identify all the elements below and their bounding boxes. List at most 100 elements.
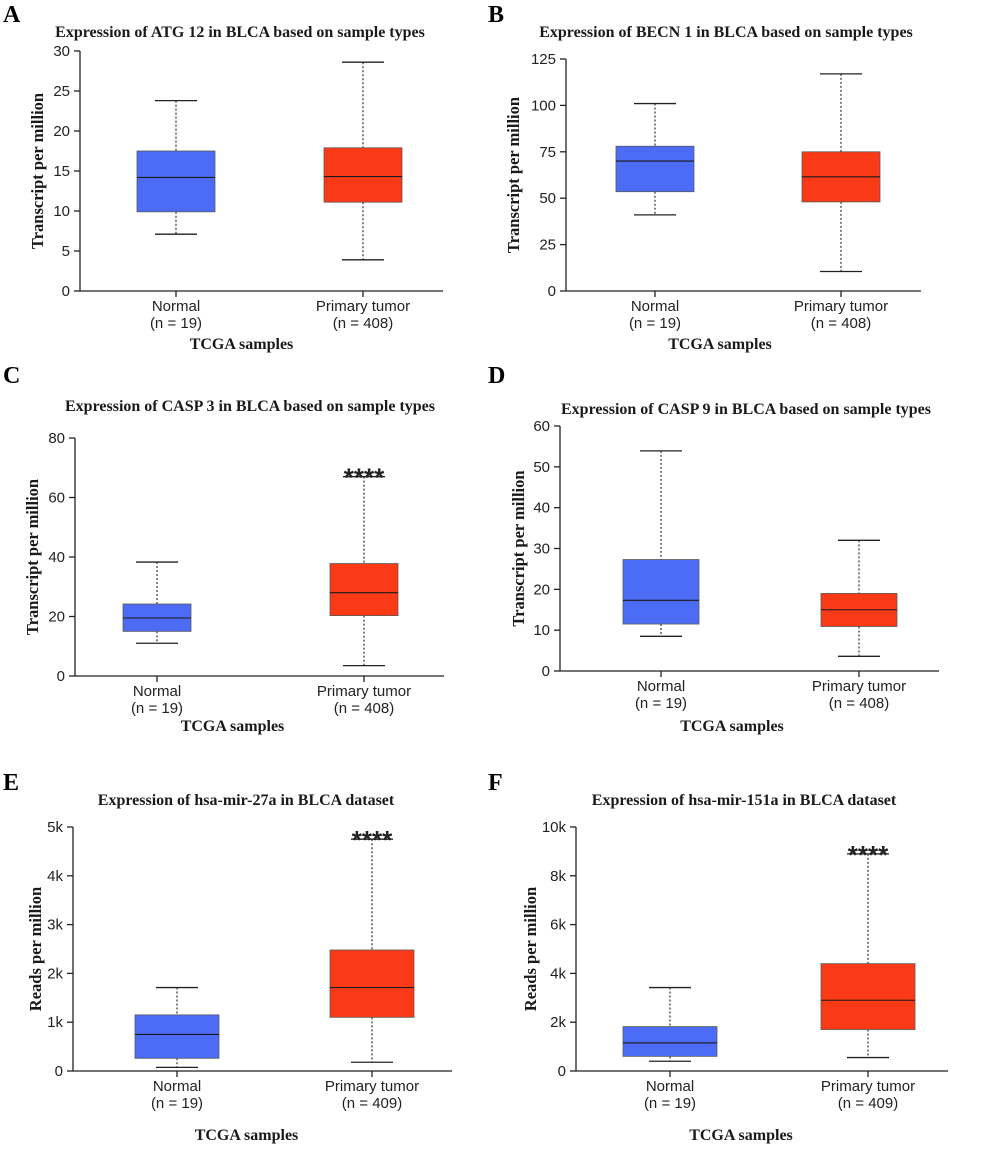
y-tick-label: 60 (48, 490, 65, 507)
category-label: Primary tumor (812, 678, 906, 695)
y-tick-label: 50 (539, 190, 556, 207)
iqr-box (622, 1026, 718, 1057)
y-tick-label: 25 (53, 83, 70, 100)
panel-letter: B (488, 2, 504, 28)
category-label: Primary tumor (325, 1078, 419, 1095)
sample-size-label: (n = 409) (342, 1095, 402, 1112)
box-primary-tumor: Primary tumor(n = 408) (316, 61, 410, 332)
panel-e: E Expression of hsa-mir-27a in BLCA datas… (3, 770, 452, 1144)
sample-size-label: (n = 408) (829, 695, 889, 712)
y-axis-label: Transcript per million (23, 479, 42, 635)
y-tick-label: 10k (542, 819, 567, 836)
y-axis-label: Reads per million (26, 887, 45, 1011)
y-tick-label: 50 (533, 459, 550, 476)
y-tick-label: 0 (558, 1063, 566, 1080)
x-axis-label: TCGA samples (181, 718, 285, 735)
sample-size-label: (n = 19) (131, 700, 183, 717)
category-label: Normal (646, 1078, 694, 1095)
y-tick-label: 125 (531, 51, 556, 68)
y-tick-label: 10 (53, 203, 70, 220)
iqr-box (134, 1014, 220, 1059)
chart-title: Expression of CASP 9 in BLCA based on sa… (561, 401, 931, 418)
significance-marker: **** (344, 463, 385, 493)
box-primary-tumor: Primary tumor(n = 408) (812, 539, 906, 712)
significance-marker: **** (848, 840, 889, 870)
sample-size-label: (n = 408) (811, 315, 871, 332)
iqr-box (329, 563, 399, 617)
y-tick-label: 1k (47, 1014, 63, 1031)
y-tick-label: 15 (53, 163, 70, 180)
y-tick-label: 60 (533, 418, 550, 435)
y-tick-label: 30 (533, 541, 550, 558)
chart-title: Expression of hsa-mir-151a in BLCA datas… (592, 792, 897, 809)
panel-a: A Expression of ATG 12 in BLCA based on s… (3, 2, 443, 353)
y-tick-label: 0 (548, 283, 556, 300)
chart-title: Expression of CASP 3 in BLCA based on sa… (65, 398, 435, 415)
sample-size-label: (n = 19) (150, 315, 202, 332)
sample-size-label: (n = 408) (333, 315, 393, 332)
x-axis-label: TCGA samples (668, 336, 772, 353)
y-tick-label: 0 (62, 283, 70, 300)
category-label: Normal (153, 1078, 201, 1095)
x-axis-label: TCGA samples (680, 718, 784, 735)
panel-letter: A (3, 2, 21, 28)
y-tick-label: 30 (53, 43, 70, 60)
y-tick-label: 100 (531, 97, 556, 114)
panel-letter: D (488, 363, 505, 389)
y-tick-label: 20 (53, 123, 70, 140)
y-tick-label: 3k (47, 917, 63, 934)
iqr-box (622, 559, 700, 625)
box-normal: Normal(n = 19) (622, 450, 700, 712)
y-tick-label: 20 (48, 609, 65, 626)
y-tick-label: 80 (48, 430, 65, 447)
panel-letter: E (3, 770, 19, 796)
sample-size-label: (n = 19) (151, 1095, 203, 1112)
y-tick-label: 0 (57, 668, 65, 685)
x-axis-label: TCGA samples (689, 1127, 793, 1144)
y-axis-label: Reads per million (521, 887, 540, 1011)
panel-b: B Expression of BECN 1 in BLCA based on s… (488, 2, 921, 353)
category-label: Normal (637, 678, 685, 695)
box-normal: Normal(n = 19) (136, 99, 216, 332)
chart-title: Expression of BECN 1 in BLCA based on sa… (539, 24, 913, 41)
box-normal: Normal(n = 19) (122, 561, 192, 717)
sample-size-label: (n = 409) (838, 1095, 898, 1112)
panel-letter: C (3, 363, 20, 389)
category-label: Normal (133, 683, 181, 700)
box-normal: Normal(n = 19) (615, 102, 695, 332)
x-axis-label: TCGA samples (195, 1127, 299, 1144)
category-label: Primary tumor (821, 1078, 915, 1095)
y-tick-label: 0 (55, 1063, 63, 1080)
category-label: Primary tumor (317, 683, 411, 700)
x-axis-label: TCGA samples (190, 336, 294, 353)
chart-title: Expression of ATG 12 in BLCA based on sa… (55, 24, 425, 41)
y-axis-label: Transcript per million (504, 97, 523, 253)
iqr-box (329, 949, 415, 1018)
y-tick-label: 2k (550, 1014, 566, 1031)
category-label: Normal (631, 298, 679, 315)
y-tick-label: 8k (550, 868, 566, 885)
iqr-box (615, 145, 695, 193)
y-tick-label: 4k (550, 965, 566, 982)
y-tick-label: 2k (47, 965, 63, 982)
box-primary-tumor: Primary tumor(n = 408) (794, 73, 888, 332)
box-normal: Normal(n = 19) (622, 986, 718, 1112)
y-tick-label: 6k (550, 917, 566, 934)
box-primary-tumor: Primary tumor(n = 408) (317, 476, 411, 717)
iqr-box (820, 963, 916, 1030)
iqr-box (323, 147, 403, 203)
panel-c: C Expression of CASP 3 in BLCA based on s… (3, 363, 444, 735)
y-axis-label: Transcript per million (28, 93, 47, 249)
y-tick-label: 20 (533, 581, 550, 598)
y-tick-label: 40 (48, 549, 65, 566)
sample-size-label: (n = 408) (334, 700, 394, 717)
sample-size-label: (n = 19) (644, 1095, 696, 1112)
y-tick-label: 5k (47, 819, 63, 836)
y-tick-label: 25 (539, 237, 556, 254)
sample-size-label: (n = 19) (635, 695, 687, 712)
y-tick-label: 5 (62, 243, 70, 260)
y-tick-label: 4k (47, 868, 63, 885)
sample-size-label: (n = 19) (629, 315, 681, 332)
panel-d: D Expression of CASP 9 in BLCA based on s… (488, 363, 939, 735)
